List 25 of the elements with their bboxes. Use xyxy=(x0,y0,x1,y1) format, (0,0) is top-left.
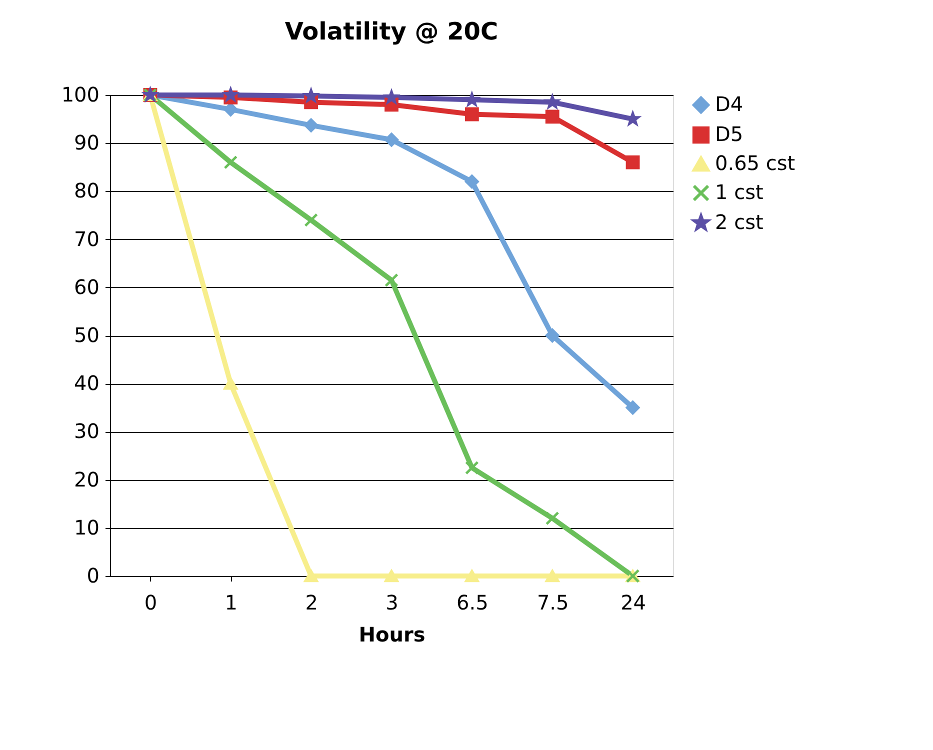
legend-label: 0.65 cst xyxy=(715,151,796,175)
legend-label: D5 xyxy=(715,122,744,146)
y-tick-label: 0 xyxy=(86,564,100,588)
x-axis-title: Hours xyxy=(358,622,426,646)
x-tick-label: 6.5 xyxy=(456,590,488,614)
legend-label: 2 cst xyxy=(715,210,764,234)
x-tick-label: 0 xyxy=(144,590,158,614)
x-tick-label: 1 xyxy=(224,590,238,614)
y-tick-label: 10 xyxy=(74,515,100,540)
x-tick-label: 2 xyxy=(305,590,318,614)
legend-label: 1 cst xyxy=(715,180,764,204)
x-tick-label: 7.5 xyxy=(536,590,569,614)
y-tick-label: 40 xyxy=(74,371,100,396)
legend-label: D4 xyxy=(715,92,744,116)
y-tick-label: 100 xyxy=(61,82,100,106)
y-tick-label: 50 xyxy=(74,323,100,347)
y-tick-label: 30 xyxy=(74,419,100,444)
y-tick-label: 60 xyxy=(74,274,100,299)
x-tick-label: 3 xyxy=(386,590,398,614)
x-tick-label: 24 xyxy=(620,590,646,614)
chart-title: Volatility @ 20C xyxy=(284,17,498,46)
y-tick-label: 90 xyxy=(74,130,100,155)
y-tick-label: 70 xyxy=(74,226,100,251)
y-tick-label: 80 xyxy=(74,178,100,203)
y-tick-label: 20 xyxy=(74,467,100,492)
